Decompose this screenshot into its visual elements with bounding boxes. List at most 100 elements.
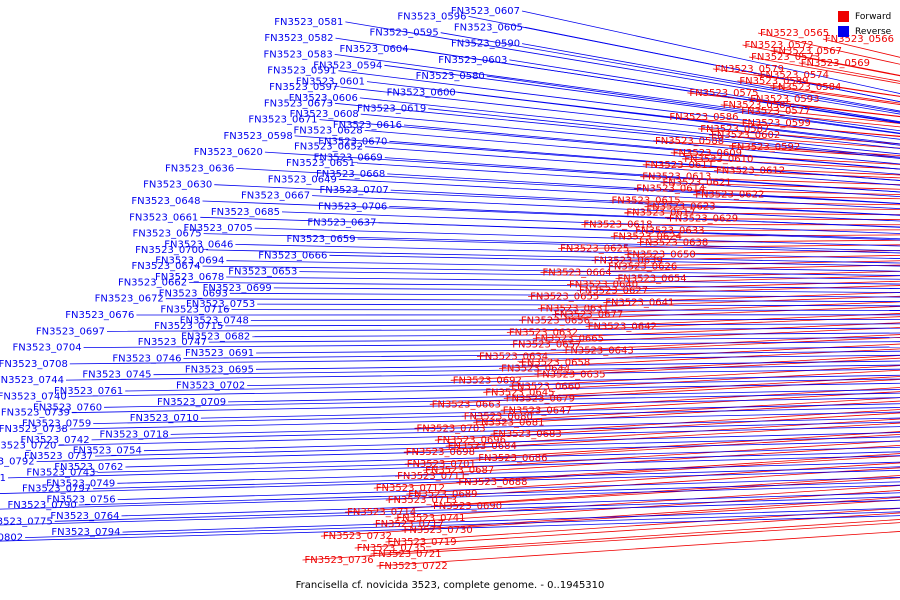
forward-gene-label[interactable]: FN3523_0586 bbox=[669, 112, 738, 123]
reverse-gene-label[interactable]: FN3523_0616 bbox=[333, 120, 402, 131]
reverse-gene-label[interactable]: FN3523_0790 bbox=[8, 500, 77, 511]
reverse-gene-label[interactable]: FN3523_0675 bbox=[132, 229, 201, 240]
forward-gene-label[interactable]: FN3523_0713 bbox=[388, 495, 457, 506]
forward-gene-label[interactable]: FN3523_0585 bbox=[723, 100, 792, 111]
reverse-gene-label[interactable]: FN3523_0597 bbox=[269, 82, 338, 93]
reverse-gene-label[interactable]: FN3523_0607 bbox=[451, 6, 520, 17]
forward-gene-label[interactable]: FN3523_0681 bbox=[475, 417, 544, 428]
reverse-gene-label[interactable]: FN3523_0676 bbox=[65, 310, 134, 321]
forward-gene-label[interactable]: FN3523_0587 bbox=[700, 124, 769, 135]
reverse-gene-label[interactable]: FN3523_0591 bbox=[267, 66, 336, 77]
forward-gene-label[interactable]: FN3523_0658 bbox=[521, 357, 590, 368]
reverse-gene-label[interactable]: FN3523_0797 bbox=[22, 484, 91, 495]
reverse-gene-label[interactable]: FN3523_0700 bbox=[135, 245, 204, 256]
forward-gene-label[interactable]: FN3523_0593 bbox=[750, 94, 819, 105]
reverse-gene-label[interactable]: FN3523_0628 bbox=[294, 125, 363, 136]
forward-gene-label[interactable]: FN3523_0690 bbox=[433, 501, 502, 512]
reverse-gene-label[interactable]: FN3523_0662 bbox=[118, 277, 187, 288]
forward-gene-label[interactable]: FN3523_0569 bbox=[801, 58, 870, 69]
reverse-gene-label[interactable]: FN3523_0792 bbox=[0, 457, 35, 468]
forward-gene-label[interactable]: FN3523_0638 bbox=[639, 238, 708, 249]
forward-gene-label[interactable]: FN3523_0684 bbox=[448, 441, 517, 452]
reverse-gene-label[interactable]: FN3523_0649 bbox=[268, 174, 337, 185]
forward-gene-label[interactable]: FN3523_0621 bbox=[663, 178, 732, 189]
forward-gene-label[interactable]: FN3523_0574 bbox=[760, 70, 829, 81]
forward-gene-label[interactable]: FN3523_0577 bbox=[741, 106, 810, 117]
forward-gene-label[interactable]: FN3523_0722 bbox=[379, 561, 448, 572]
forward-gene-label[interactable]: FN3523_0614 bbox=[636, 184, 705, 195]
forward-gene-label[interactable]: FN3523_0629 bbox=[669, 214, 738, 225]
reverse-gene-label[interactable]: FN3523_0695 bbox=[185, 364, 254, 375]
forward-gene-label[interactable]: FN3523_0624 bbox=[613, 232, 682, 243]
forward-gene-label[interactable]: FN3523_0615 bbox=[612, 196, 681, 207]
forward-gene-label[interactable]: FN3523_0645 bbox=[485, 387, 554, 398]
forward-gene-label[interactable]: FN3523_0584 bbox=[772, 82, 841, 93]
forward-gene-label[interactable]: FN3523_0573 bbox=[751, 52, 820, 63]
forward-gene-label[interactable]: FN3523_0641 bbox=[605, 298, 674, 309]
reverse-gene-label[interactable]: FN3523_0716 bbox=[160, 305, 229, 316]
forward-gene-label[interactable]: FN3523_0696 bbox=[437, 435, 506, 446]
forward-gene-label[interactable]: FN3523_0687 bbox=[425, 465, 494, 476]
forward-gene-label[interactable]: FN3523_0617 bbox=[626, 208, 695, 219]
reverse-gene-label[interactable]: FN3523_0652 bbox=[294, 142, 363, 153]
forward-gene-label[interactable]: FN3523_0714 bbox=[347, 507, 416, 518]
forward-gene-label[interactable]: FN3523_0655 bbox=[530, 292, 599, 303]
forward-gene-label[interactable]: FN3523_0640 bbox=[569, 280, 638, 291]
reverse-gene-label[interactable]: FN3523_0764 bbox=[50, 511, 119, 522]
forward-gene-label[interactable]: FN3523_0650 bbox=[627, 250, 696, 261]
reverse-gene-label[interactable]: FN3523_0674 bbox=[131, 261, 200, 272]
reverse-gene-label[interactable]: FN3523_0661 bbox=[129, 212, 198, 223]
reverse-gene-label[interactable]: FN3523_0762 bbox=[54, 462, 123, 473]
reverse-gene-label[interactable]: FN3523_0671 bbox=[248, 115, 317, 126]
reverse-gene-label[interactable]: FN3523_0636 bbox=[165, 163, 234, 174]
forward-gene-label[interactable]: FN3523_0565 bbox=[760, 28, 829, 39]
forward-gene-label[interactable]: FN3523_0588 bbox=[655, 136, 724, 147]
reverse-gene-label[interactable]: FN3523_0693 bbox=[159, 288, 228, 299]
reverse-gene-label[interactable]: FN3523_0598 bbox=[224, 131, 293, 142]
forward-gene-label[interactable]: FN3523_0741 bbox=[396, 513, 465, 524]
reverse-gene-label[interactable]: FN3523_0590 bbox=[451, 39, 520, 50]
forward-gene-label[interactable]: FN3523_0688 bbox=[458, 477, 527, 488]
forward-gene-label[interactable]: FN3523_0660 bbox=[511, 381, 580, 392]
reverse-gene-label[interactable]: FN3523_0791 bbox=[0, 473, 6, 484]
forward-gene-label[interactable]: FN3523_0635 bbox=[537, 369, 606, 380]
reverse-gene-label[interactable]: FN3523_0718 bbox=[100, 429, 169, 440]
reverse-gene-label[interactable]: FN3523_0802 bbox=[0, 533, 23, 544]
reverse-gene-label[interactable]: FN3523_0754 bbox=[73, 446, 142, 457]
reverse-gene-label[interactable]: FN3523_0691 bbox=[185, 348, 254, 359]
reverse-gene-label[interactable]: FN3523_0759 bbox=[22, 419, 91, 430]
reverse-gene-label[interactable]: FN3523_0694 bbox=[155, 256, 224, 267]
reverse-gene-label[interactable]: FN3523_0583 bbox=[264, 49, 333, 60]
reverse-gene-label[interactable]: FN3523_0604 bbox=[339, 44, 408, 55]
reverse-gene-label[interactable]: FN3523_0706 bbox=[318, 201, 387, 212]
forward-gene-label[interactable]: FN3523_0572 bbox=[745, 40, 814, 51]
reverse-gene-label[interactable]: FN3523_0682 bbox=[181, 332, 250, 343]
forward-gene-label[interactable]: FN3523_0602 bbox=[711, 130, 780, 141]
forward-gene-label[interactable]: FN3523_0657 bbox=[512, 339, 581, 350]
reverse-gene-label[interactable]: FN3523_0699 bbox=[203, 283, 272, 294]
reverse-gene-label[interactable]: FN3523_0704 bbox=[12, 343, 81, 354]
forward-gene-label[interactable]: FN3523_0632 bbox=[509, 327, 578, 338]
forward-gene-label[interactable]: FN3523_0626 bbox=[608, 262, 677, 273]
forward-gene-label[interactable]: FN3523_0735 bbox=[357, 543, 426, 554]
reverse-gene-label[interactable]: FN3523_0746 bbox=[112, 353, 181, 364]
forward-gene-label[interactable]: FN3523_0566 bbox=[825, 34, 894, 45]
forward-gene-label[interactable]: FN3523_0642 bbox=[588, 321, 657, 332]
forward-gene-label[interactable]: FN3523_0592 bbox=[731, 142, 800, 153]
reverse-gene-label[interactable]: FN3523_0753 bbox=[186, 299, 255, 310]
forward-gene-label[interactable]: FN3523_0567 bbox=[773, 46, 842, 57]
forward-gene-label[interactable]: FN3523_0664 bbox=[543, 268, 612, 279]
forward-gene-label[interactable]: FN3523_0618 bbox=[583, 220, 652, 231]
forward-gene-label[interactable]: FN3523_0599 bbox=[742, 118, 811, 129]
reverse-gene-label[interactable]: FN3523_0659 bbox=[286, 234, 355, 245]
reverse-gene-label[interactable]: FN3523_0581 bbox=[274, 17, 343, 28]
reverse-gene-label[interactable]: FN3523_0600 bbox=[387, 87, 456, 98]
reverse-gene-label[interactable]: FN3523_0669 bbox=[314, 153, 383, 164]
forward-gene-label[interactable]: FN3523_0631 bbox=[540, 304, 609, 315]
reverse-gene-label[interactable]: FN3523_0651 bbox=[286, 158, 355, 169]
forward-gene-label[interactable]: FN3523_0656 bbox=[521, 316, 590, 327]
forward-gene-label[interactable]: FN3523_0625 bbox=[560, 244, 629, 255]
forward-gene-label[interactable]: FN3523_0689 bbox=[408, 489, 477, 500]
forward-gene-label[interactable]: FN3523_0610 bbox=[684, 154, 753, 165]
reverse-gene-label[interactable]: FN3523_0673 bbox=[264, 98, 333, 109]
